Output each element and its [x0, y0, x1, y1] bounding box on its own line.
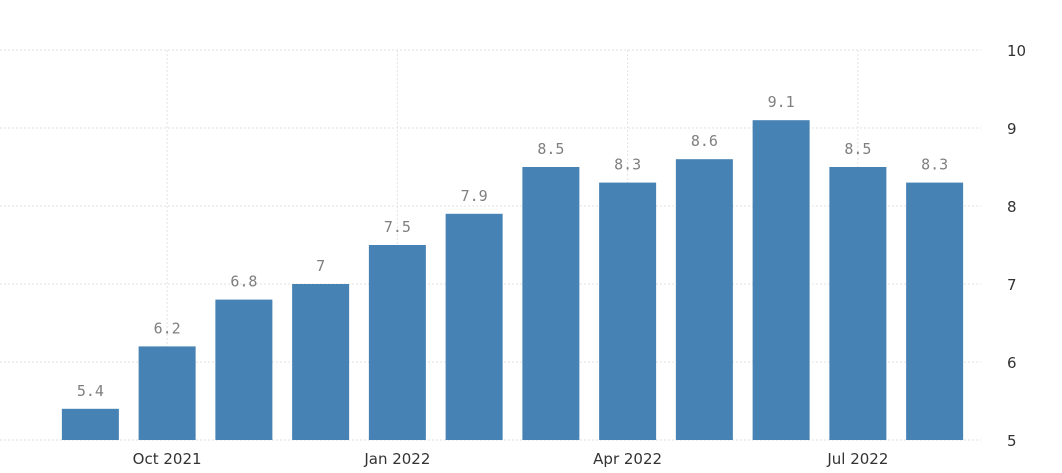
bar — [522, 167, 580, 440]
bar — [906, 182, 964, 440]
y-tick-label: 5 — [1007, 432, 1017, 450]
bar — [61, 408, 119, 440]
bar — [368, 245, 426, 440]
data-label: 7 — [316, 257, 325, 275]
data-label: 5.4 — [77, 382, 104, 400]
x-tick-label: Apr 2022 — [593, 450, 662, 468]
x-tick-label: Oct 2021 — [133, 450, 202, 468]
bar — [675, 159, 733, 440]
data-label: 8.6 — [691, 132, 718, 150]
data-label: 6.2 — [154, 319, 181, 337]
x-tick-label: Jan 2022 — [363, 450, 430, 468]
data-label: 8.3 — [921, 156, 948, 174]
data-label: 8.3 — [614, 156, 641, 174]
y-tick-label: 10 — [1007, 42, 1026, 60]
y-tick-label: 8 — [1007, 198, 1017, 216]
y-tick-label: 6 — [1007, 354, 1017, 372]
bar-layer — [61, 120, 964, 440]
bar — [752, 120, 810, 440]
data-label: 8.5 — [537, 140, 564, 158]
data-label: 7.5 — [384, 218, 411, 236]
y-tick-label: 7 — [1007, 276, 1017, 294]
data-label: 7.9 — [461, 187, 488, 205]
data-label: 8.5 — [844, 140, 871, 158]
data-label-layer: 5.4 6.2 6.8 7 7.5 7.9 8.5 8.3 8.6 9.1 8.5 8.3 — [77, 93, 948, 400]
bar — [829, 167, 887, 440]
bar — [599, 182, 657, 440]
x-axis: Oct 2021 Jan 2022 Apr 2022 Jul 2022 — [133, 450, 889, 468]
data-label: 9.1 — [768, 93, 795, 111]
y-axis: 5 6 7 8 9 10 — [1007, 42, 1026, 450]
bar — [138, 346, 196, 440]
data-label: 6.8 — [230, 273, 257, 291]
bar — [215, 299, 273, 440]
x-tick-label: Jul 2022 — [826, 450, 888, 468]
bar — [445, 213, 503, 440]
bar — [292, 284, 350, 440]
y-tick-label: 9 — [1007, 120, 1017, 138]
